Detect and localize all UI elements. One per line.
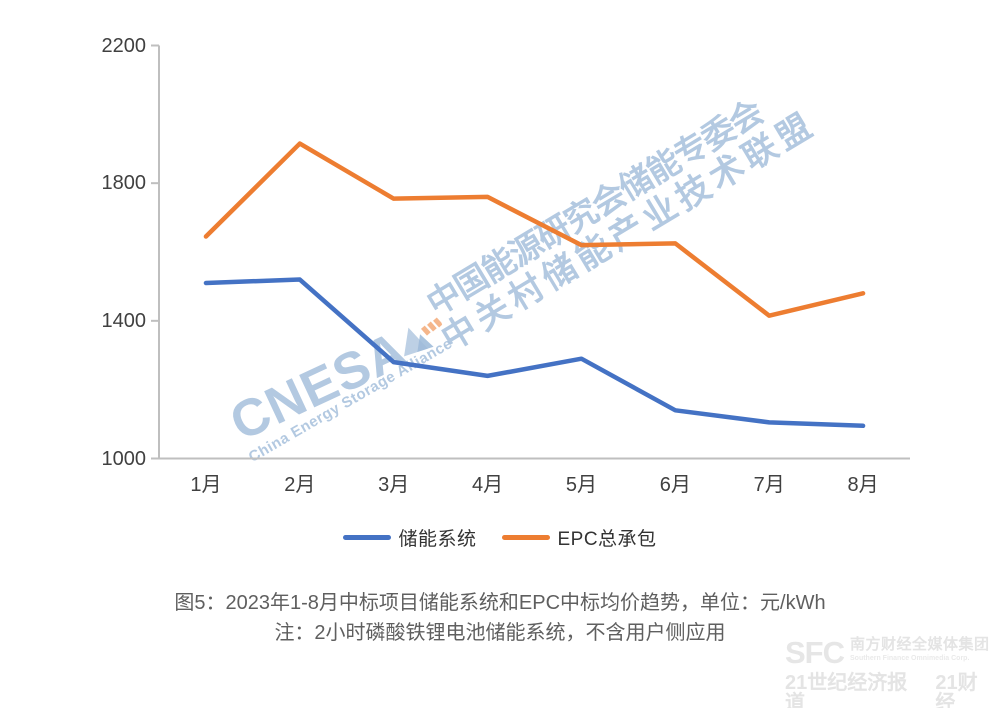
figure-caption: 图5：2023年1-8月中标项目储能系统和EPC中标均价趋势，单位：元/kWh — [174, 592, 826, 614]
legend-item-epc: EPC总承包 — [502, 524, 656, 551]
y-axis-tick-label: 1800 — [101, 172, 147, 195]
series-line-1 — [203, 141, 866, 318]
sfc-media-watermark: SFC 南方财经全媒体集团 Southern Finance Omnimedia… — [785, 637, 995, 708]
media-group-name-cn: 南方财经全媒体集团 — [850, 636, 990, 653]
herald-name-cn: 21世纪经济报道 — [785, 672, 908, 708]
x-axis-label: 4月 — [472, 474, 504, 496]
x-axis-label: 2月 — [284, 474, 316, 496]
x-axis-label: 8月 — [847, 474, 879, 496]
x-axis-label: 7月 — [753, 474, 785, 496]
x-axis-label: 6月 — [659, 474, 691, 496]
legend-label: EPC总承包 — [557, 529, 657, 550]
legend-swatch-blue — [343, 535, 392, 540]
x-axis-label: 3月 — [378, 474, 410, 496]
cnesa-mountain-icon — [404, 317, 443, 357]
y-axis-tick-label: 1000 — [101, 447, 147, 470]
chart-legend: 储能系统 EPC总承包 — [0, 524, 1000, 551]
brand-name-cn: 21财经 — [935, 672, 978, 708]
x-axis-label: 5月 — [565, 474, 597, 496]
legend-label: 储能系统 — [398, 529, 477, 550]
sfc-logo: SFC — [785, 635, 845, 670]
axis-lines — [158, 45, 910, 460]
y-axis-tick-label: 1400 — [101, 309, 147, 332]
media-group-name-en: Southern Finance Omnimedia Corp. — [850, 655, 970, 662]
legend-item-storage-system: 储能系统 — [343, 524, 476, 551]
x-axis-label: 1月 — [190, 474, 222, 496]
figure-note: 注：2小时磷酸铁锂电池储能系统，不含用户侧应用 — [274, 622, 726, 644]
legend-swatch-orange — [502, 535, 551, 540]
y-axis-tick-label: 2200 — [101, 34, 147, 57]
series-line-0 — [203, 277, 866, 429]
